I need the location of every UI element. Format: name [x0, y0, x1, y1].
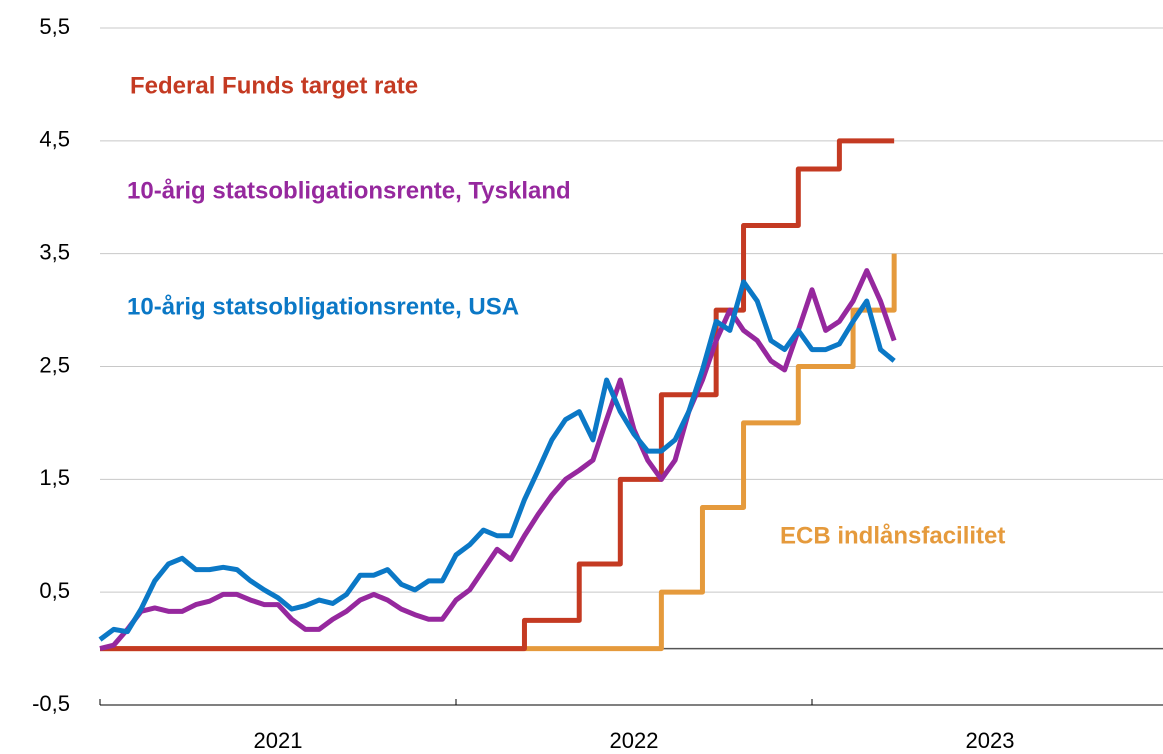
- y-tick-label: 1,5: [39, 465, 70, 490]
- y-tick-label: 3,5: [39, 239, 70, 264]
- series-label: ECB indlånsfacilitet: [780, 522, 1005, 549]
- series-line: [100, 138, 895, 652]
- series-label: 10-årig statsobligationsrente, Tyskland: [127, 177, 571, 204]
- y-tick-label: 2,5: [39, 352, 70, 377]
- y-tick-label: 4,5: [39, 127, 70, 152]
- y-tick-label: 5,5: [39, 14, 70, 39]
- y-tick-label: -0,5: [32, 691, 70, 716]
- series-line: [99, 268, 897, 652]
- x-tick-label: 2023: [966, 728, 1015, 753]
- y-tick-label: 0,5: [39, 578, 70, 603]
- series-line: [98, 279, 896, 642]
- series-label: 10-årig statsobligationsrente, USA: [127, 293, 519, 320]
- x-tick-label: 2021: [254, 728, 303, 753]
- series-label: Federal Funds target rate: [130, 72, 418, 99]
- x-tick-label: 2022: [610, 728, 659, 753]
